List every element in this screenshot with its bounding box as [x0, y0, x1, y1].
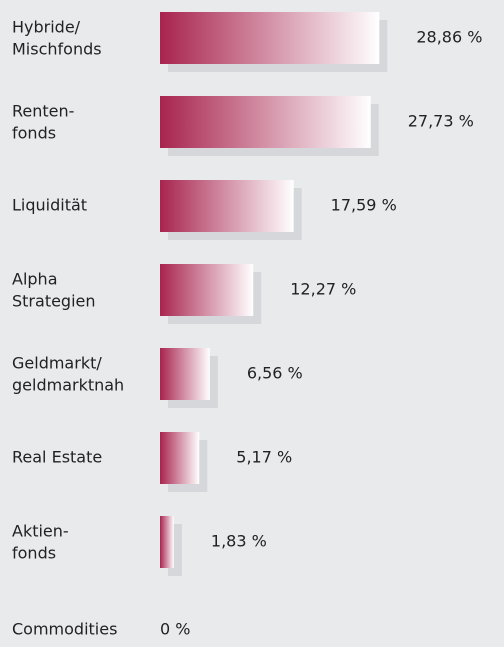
category-label: Commodities [12, 620, 117, 639]
bar [160, 348, 210, 400]
bar [160, 516, 174, 568]
bar [160, 180, 294, 232]
category-label: Real Estate [12, 448, 102, 467]
value-label: 6,56 % [247, 364, 303, 383]
category-label: Geldmarkt/ [12, 354, 102, 373]
category-label: fonds [12, 544, 56, 563]
bar [160, 264, 254, 316]
category-label: fonds [12, 124, 56, 143]
category-label: Liquidität [12, 196, 87, 215]
category-label: Alpha [12, 270, 58, 289]
value-label: 27,73 % [408, 112, 474, 131]
value-label: 12,27 % [290, 280, 356, 299]
value-label: 17,59 % [331, 196, 397, 215]
bar [160, 96, 371, 148]
category-label: Hybride/ [12, 18, 81, 37]
bar [160, 12, 380, 64]
value-label: 1,83 % [211, 532, 267, 551]
value-label: 5,17 % [236, 448, 292, 467]
category-label: Mischfonds [12, 40, 102, 59]
value-label: 0 % [160, 620, 190, 639]
category-label: Aktien- [12, 522, 69, 541]
value-label: 28,86 % [416, 28, 482, 47]
category-label: Renten- [12, 102, 74, 121]
category-label: geldmarktnah [12, 376, 124, 395]
category-label: Strategien [12, 292, 96, 311]
bar [160, 432, 200, 484]
